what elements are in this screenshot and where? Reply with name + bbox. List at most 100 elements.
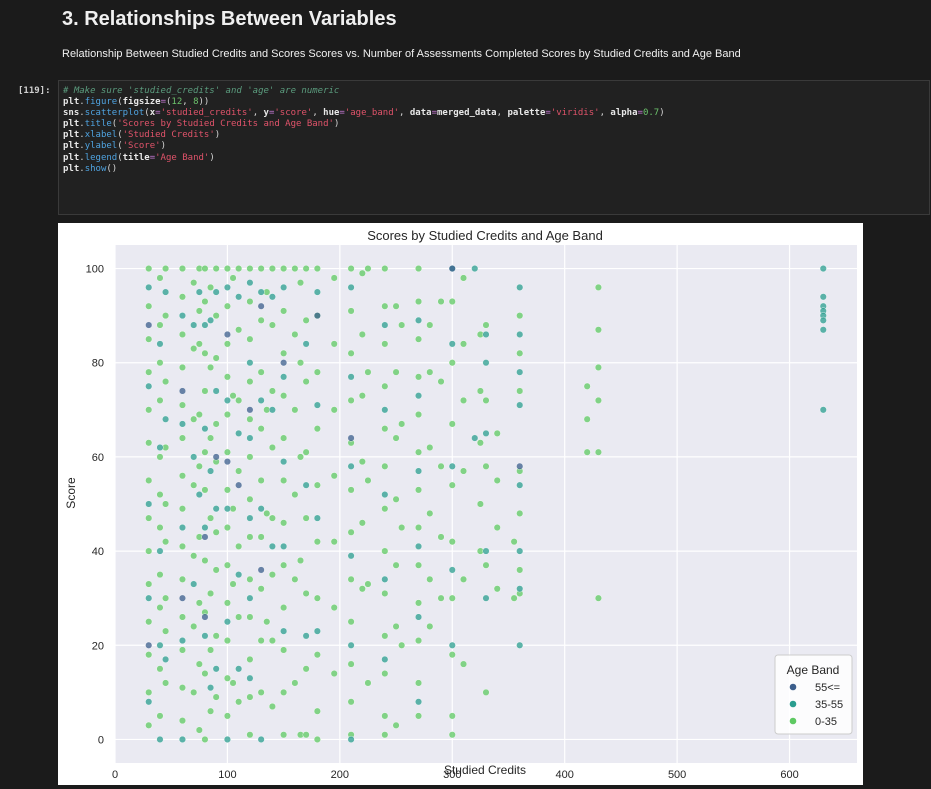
data-point [594, 283, 602, 291]
data-point [201, 486, 209, 494]
data-point [296, 279, 304, 287]
data-point [313, 401, 321, 409]
data-point [235, 429, 243, 437]
data-point [291, 491, 299, 499]
data-point [482, 561, 490, 569]
data-point [246, 335, 254, 343]
y-tick-label: 80 [92, 358, 104, 370]
data-point [415, 373, 423, 381]
data-point [347, 434, 355, 442]
data-point [223, 373, 231, 381]
data-point [313, 651, 321, 659]
data-point [212, 312, 220, 320]
data-point [381, 302, 389, 310]
data-point [145, 547, 153, 555]
data-point [426, 368, 434, 376]
data-point [313, 594, 321, 602]
axis-ticks: 0 100 200 300 400 500 600 0 20 40 60 80 100 [86, 264, 799, 781]
data-point [583, 382, 591, 390]
data-point [516, 641, 524, 649]
data-point [381, 340, 389, 348]
data-point [381, 265, 389, 273]
y-tick-label: 20 [92, 640, 104, 652]
code-cell[interactable]: # Make sure 'studied_credits' and 'age' … [58, 80, 930, 215]
data-point [145, 618, 153, 626]
code-line: plt.xlabel('Studied Credits') [63, 130, 221, 141]
data-point [415, 448, 423, 456]
data-point [223, 330, 231, 338]
data-point [280, 688, 288, 696]
data-point [381, 547, 389, 555]
data-point [280, 646, 288, 654]
data-point [516, 509, 524, 517]
code-line: # Make sure 'studied_credits' and 'age' … [63, 86, 340, 96]
data-point [223, 674, 231, 682]
data-point [156, 665, 164, 673]
data-point [347, 396, 355, 404]
data-point [201, 425, 209, 433]
data-point [358, 269, 366, 277]
data-point [156, 524, 164, 532]
data-point [190, 279, 198, 287]
data-point [257, 735, 265, 743]
data-point [460, 396, 468, 404]
data-point [381, 321, 389, 329]
data-point [246, 453, 254, 461]
data-point [280, 307, 288, 315]
data-point [516, 566, 524, 574]
data-point [178, 505, 186, 513]
legend-label-35-55: 35-55 [815, 699, 843, 711]
data-point [448, 420, 456, 428]
data-point [145, 721, 153, 729]
data-point [392, 434, 400, 442]
data-point [460, 467, 468, 475]
data-point [347, 575, 355, 583]
data-point [212, 528, 220, 536]
data-point [257, 688, 265, 696]
data-point [381, 425, 389, 433]
data-point [162, 679, 170, 687]
data-point [313, 735, 321, 743]
data-point [493, 524, 501, 532]
data-point [594, 363, 602, 371]
data-point [246, 359, 254, 367]
data-point [347, 462, 355, 470]
data-point [178, 265, 186, 273]
x-tick-label: 400 [556, 769, 574, 781]
data-point [516, 330, 524, 338]
data-point [201, 321, 209, 329]
data-point [280, 627, 288, 635]
data-point [212, 387, 220, 395]
data-point [246, 378, 254, 386]
data-point [302, 378, 310, 386]
data-point [381, 632, 389, 640]
data-point [426, 321, 434, 329]
data-point [246, 279, 254, 287]
data-point [330, 538, 338, 546]
data-point [145, 698, 153, 706]
data-point [482, 396, 490, 404]
data-point [415, 599, 423, 607]
data-point [392, 721, 400, 729]
data-point [246, 731, 254, 739]
data-point [381, 382, 389, 390]
data-point [229, 580, 237, 588]
x-axis-label: Studied Credits [444, 763, 526, 777]
data-point [302, 731, 310, 739]
data-point [257, 505, 265, 513]
data-point [145, 368, 153, 376]
data-point [190, 453, 198, 461]
data-point [212, 693, 220, 701]
data-point [392, 495, 400, 503]
data-point [201, 387, 209, 395]
data-point [190, 415, 198, 423]
data-point [190, 552, 198, 560]
data-point [448, 566, 456, 574]
data-point [207, 707, 215, 715]
data-point [257, 637, 265, 645]
code-editor[interactable]: # Make sure 'studied_credits' and 'age' … [63, 86, 665, 175]
data-point [448, 651, 456, 659]
data-point [482, 594, 490, 602]
data-point [358, 392, 366, 400]
data-point [347, 660, 355, 668]
